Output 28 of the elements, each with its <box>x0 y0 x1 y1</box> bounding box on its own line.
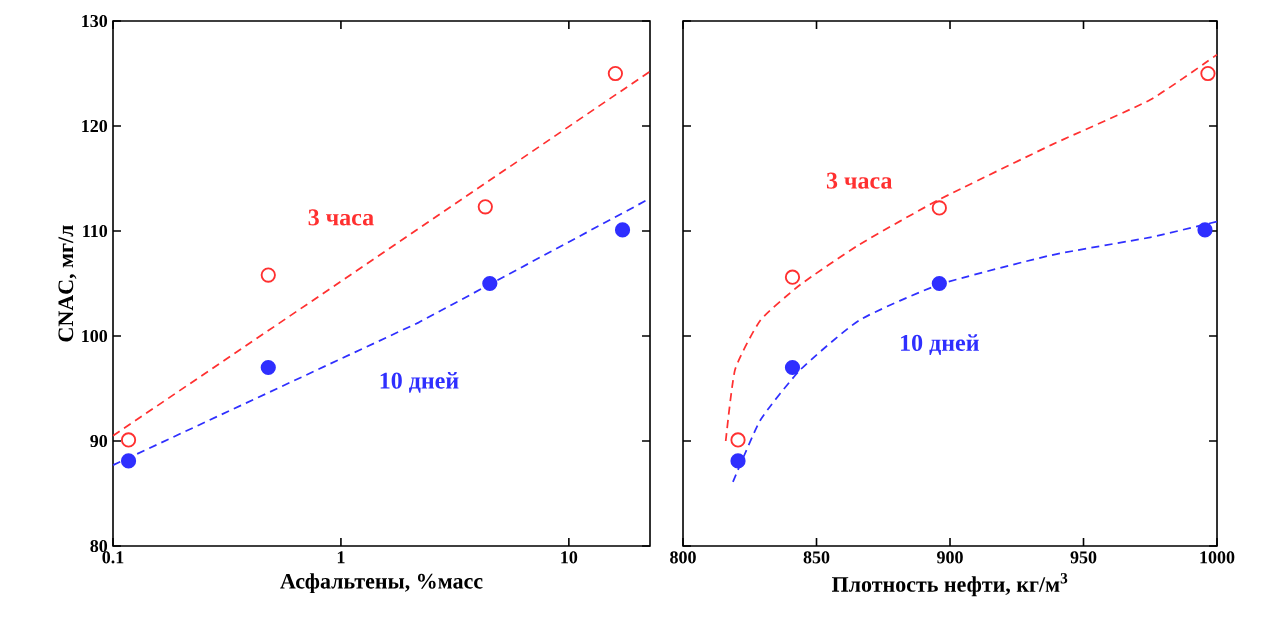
y-tick-label: 120 <box>82 119 108 133</box>
y-tick-label: 110 <box>83 224 108 238</box>
point <box>931 200 947 216</box>
point <box>1200 65 1216 82</box>
point <box>1197 222 1213 238</box>
y-tick-label: 90 <box>90 434 108 448</box>
series-label: 3 часа <box>308 209 374 226</box>
x-axis-title: Асфальтены, %масс <box>280 573 483 594</box>
point <box>730 453 746 469</box>
y-tick-label: 130 <box>82 14 108 28</box>
series-label: 10 дней <box>901 334 979 355</box>
x-tick-label: 0.1 <box>102 551 124 564</box>
point <box>931 275 947 292</box>
x-axis-title: Плотность нефти, кг/м$^{3}$ <box>832 573 1068 597</box>
point <box>784 359 801 376</box>
x-tick-label: 850 <box>803 551 830 564</box>
point <box>730 432 746 448</box>
x-tick-label: 800 <box>670 551 696 564</box>
y-axis-title: CNAC, мг/л <box>58 225 77 342</box>
series-label: 3 часа <box>826 172 893 189</box>
x-tick-label: 1000 <box>1200 551 1235 564</box>
x-tick-label: 950 <box>1070 551 1097 564</box>
x-tick-label: 1 <box>337 551 345 564</box>
y-tick-label: 100 <box>82 329 108 343</box>
series-label: 10 дней <box>380 372 459 393</box>
point <box>784 269 801 285</box>
x-tick-label: 900 <box>937 551 963 564</box>
x-tick-label: 10 <box>561 551 578 564</box>
